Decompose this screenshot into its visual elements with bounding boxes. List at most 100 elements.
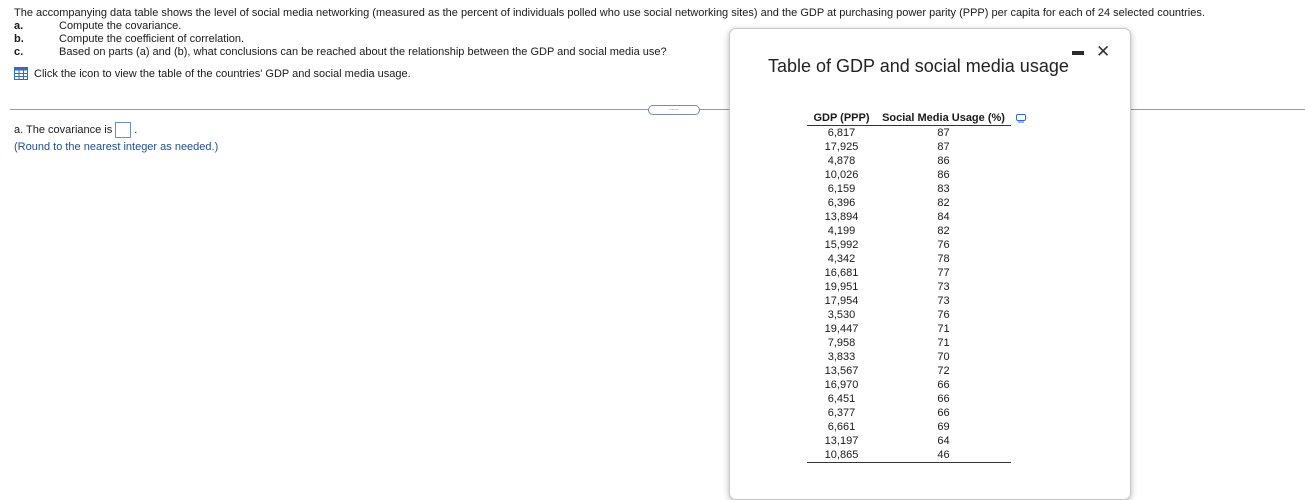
table-row: 3,833 70 xyxy=(807,350,1011,364)
gdp-cell: 6,817 xyxy=(827,127,856,139)
social-usage-cell: 82 xyxy=(937,197,950,209)
covariance-input[interactable] xyxy=(115,122,132,138)
data-table-link[interactable]: Click the icon to view the table of the … xyxy=(14,67,411,80)
gdp-cell: 15,992 xyxy=(824,239,859,251)
gdp-cell: 19,951 xyxy=(824,281,859,293)
table-row: 16,681 77 xyxy=(807,266,1011,280)
table-row: 17,954 73 xyxy=(807,294,1011,308)
table-row: 19,951 73 xyxy=(807,280,1011,294)
answer-line: a. The covariance is . xyxy=(14,122,137,138)
table-row: 13,197 64 xyxy=(807,434,1011,448)
gdp-cell: 6,661 xyxy=(827,421,856,433)
gdp-cell: 7,958 xyxy=(827,337,856,349)
social-usage-cell: 86 xyxy=(937,169,950,181)
copy-icon[interactable] xyxy=(1016,114,1026,123)
table-row: 16,970 66 xyxy=(807,378,1011,392)
table-row: 7,958 71 xyxy=(807,336,1011,350)
minimize-icon[interactable] xyxy=(1072,51,1084,55)
table-row: 13,567 72 xyxy=(807,364,1011,378)
part-text: Compute the covariance. xyxy=(59,20,182,32)
column-header-gdp: GDP (PPP) xyxy=(807,111,876,126)
gdp-cell: 10,026 xyxy=(824,169,859,181)
question-statement: The accompanying data table shows the le… xyxy=(14,7,1205,19)
social-usage-cell: 69 xyxy=(937,421,950,433)
table-row: 4,878 86 xyxy=(807,154,1011,168)
social-usage-cell: 82 xyxy=(937,225,950,237)
social-usage-cell: 86 xyxy=(937,155,950,167)
social-usage-cell: 76 xyxy=(937,239,950,251)
gdp-cell: 3,833 xyxy=(827,351,856,363)
gdp-cell: 6,451 xyxy=(827,393,856,405)
table-row: 4,199 82 xyxy=(807,224,1011,238)
table-row: 4,342 78 xyxy=(807,252,1011,266)
table-row: 10,026 86 xyxy=(807,168,1011,182)
social-usage-cell: 66 xyxy=(937,379,950,391)
part-b: b. Compute the coefficient of correlatio… xyxy=(14,33,1299,46)
social-usage-cell: 66 xyxy=(937,393,950,405)
gdp-cell: 6,159 xyxy=(827,183,856,195)
table-row: 10,865 46 xyxy=(807,448,1011,463)
table-row: 6,817 87 xyxy=(807,126,1011,141)
social-usage-cell: 78 xyxy=(937,253,950,265)
social-usage-cell: 71 xyxy=(937,337,950,349)
table-header-row: GDP (PPP) Social Media Usage (%) xyxy=(807,111,1011,126)
table-row: 17,925 87 xyxy=(807,140,1011,154)
table-row: 19,447 71 xyxy=(807,322,1011,336)
expand-toggle-button[interactable]: ..... xyxy=(648,105,700,115)
part-letter: c. xyxy=(14,46,24,58)
covariance-prompt: a. The covariance is xyxy=(14,124,113,136)
gdp-cell: 13,894 xyxy=(824,211,859,223)
social-usage-cell: 84 xyxy=(937,211,950,223)
data-link-text[interactable]: Click the icon to view the table of the … xyxy=(34,67,411,80)
table-row: 6,377 66 xyxy=(807,406,1011,420)
gdp-cell: 10,865 xyxy=(807,448,876,463)
rounding-hint: (Round to the nearest integer as needed.… xyxy=(14,141,219,153)
data-table-dialog: Table of GDP and social media usage ✕ GD… xyxy=(729,28,1131,500)
table-row: 13,894 84 xyxy=(807,210,1011,224)
social-usage-cell: 70 xyxy=(937,351,950,363)
social-usage-cell: 87 xyxy=(937,141,950,153)
social-usage-cell: 64 xyxy=(937,435,950,447)
gdp-cell: 17,925 xyxy=(824,141,859,153)
part-c: c. Based on parts (a) and (b), what conc… xyxy=(14,46,1299,59)
part-letter: b. xyxy=(14,33,24,45)
gdp-cell: 6,396 xyxy=(827,197,856,209)
social-usage-cell: 46 xyxy=(876,448,1011,463)
gdp-cell: 13,567 xyxy=(824,365,859,377)
column-header-social: Social Media Usage (%) xyxy=(876,111,1011,126)
prompt-period: . xyxy=(134,124,138,136)
gdp-cell: 17,954 xyxy=(824,295,859,307)
social-usage-cell: 73 xyxy=(937,281,950,293)
gdp-cell: 4,199 xyxy=(827,225,856,237)
question-intro: The accompanying data table shows the le… xyxy=(14,7,1299,59)
social-usage-cell: 83 xyxy=(937,183,950,195)
close-icon[interactable]: ✕ xyxy=(1096,42,1111,61)
social-usage-cell: 71 xyxy=(937,323,950,335)
minimize-button[interactable] xyxy=(1068,43,1088,61)
gdp-cell: 6,377 xyxy=(827,407,856,419)
gdp-social-table: GDP (PPP) Social Media Usage (%) 6,817 87… xyxy=(807,111,1011,463)
social-usage-cell: 72 xyxy=(937,365,950,377)
table-row: 15,992 76 xyxy=(807,238,1011,252)
social-usage-cell: 77 xyxy=(937,267,950,279)
part-text: Based on parts (a) and (b), what conclus… xyxy=(59,46,667,58)
grid-table-icon[interactable] xyxy=(14,67,28,80)
social-usage-cell: 66 xyxy=(937,407,950,419)
table-row: 6,396 82 xyxy=(807,196,1011,210)
data-table-wrap: GDP (PPP) Social Media Usage (%) 6,817 87… xyxy=(807,111,1026,463)
part-letter: a. xyxy=(14,20,24,32)
gdp-cell: 16,970 xyxy=(824,379,859,391)
social-usage-cell: 76 xyxy=(937,309,950,321)
part-text: Compute the coefficient of correlation. xyxy=(59,33,245,45)
gdp-cell: 19,447 xyxy=(824,323,859,335)
social-usage-cell: 87 xyxy=(937,127,950,139)
gdp-cell: 4,878 xyxy=(827,155,856,167)
gdp-cell: 16,681 xyxy=(824,267,859,279)
table-row: 6,661 69 xyxy=(807,420,1011,434)
table-row: 6,159 83 xyxy=(807,182,1011,196)
social-usage-cell: 73 xyxy=(937,295,950,307)
gdp-cell: 4,342 xyxy=(827,253,856,265)
table-row: 6,451 66 xyxy=(807,392,1011,406)
gdp-cell: 13,197 xyxy=(824,435,859,447)
part-a: a. Compute the covariance. xyxy=(14,20,1299,33)
